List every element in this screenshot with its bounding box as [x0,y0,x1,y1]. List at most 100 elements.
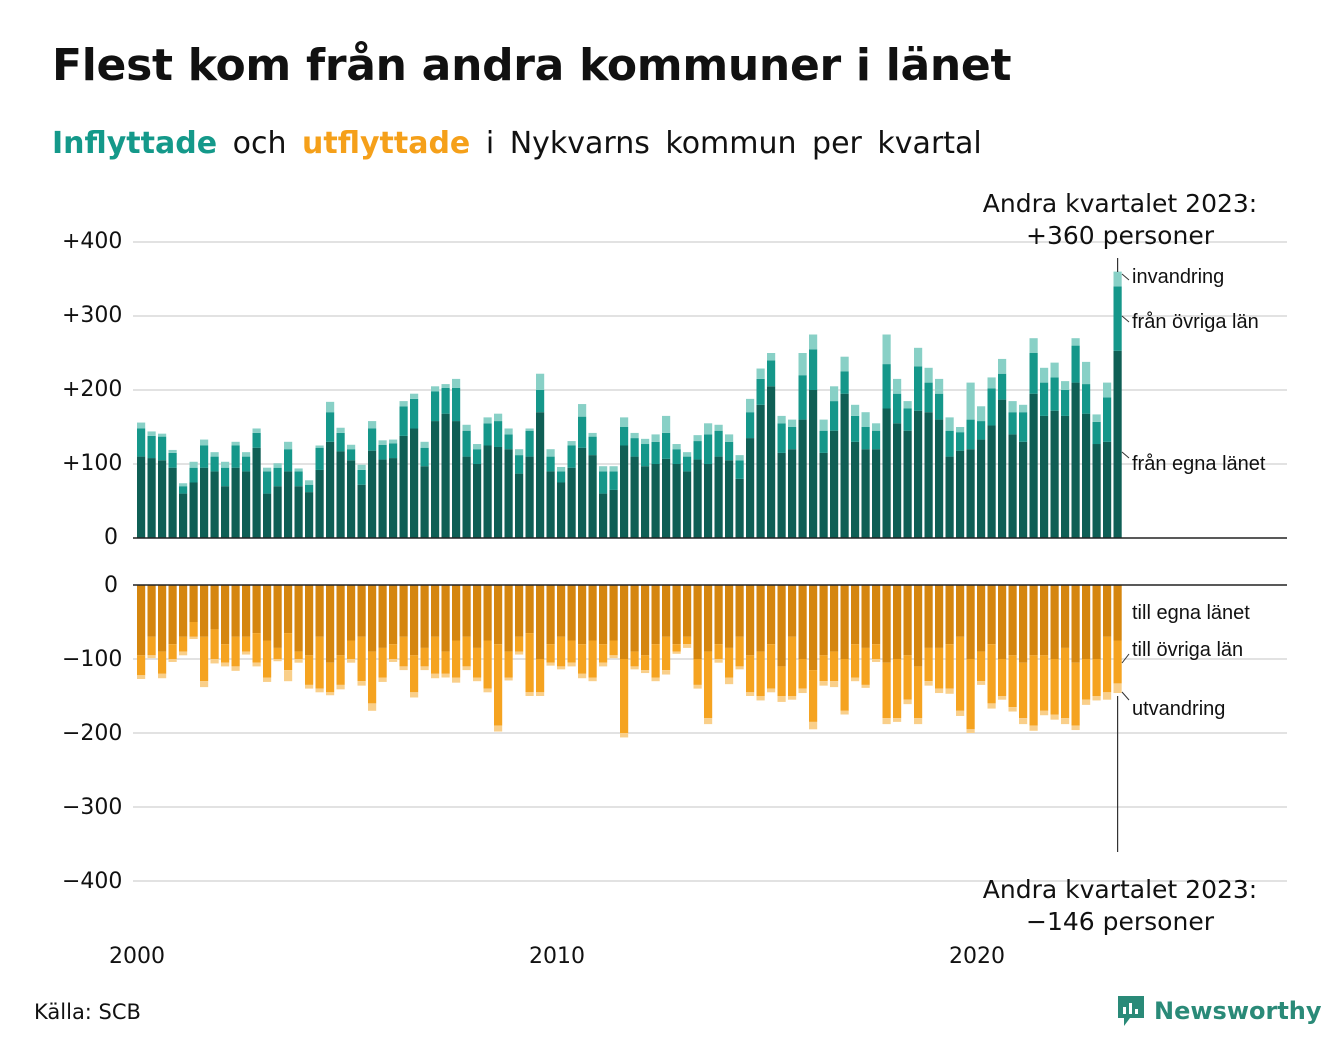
bar-out [1061,585,1070,648]
bar-in [819,452,828,538]
bar-out [788,696,797,700]
bar-out [641,585,650,656]
bar-in [935,419,944,538]
bar-in [735,455,744,461]
ytick-bottom-400: −400 [62,869,123,894]
bar-in [504,428,513,435]
bar-in [1050,377,1059,411]
bar-out [1061,718,1070,725]
bar-out [672,651,681,654]
bar-in [1113,350,1122,538]
bar-out [1008,655,1017,708]
bar-out [399,636,408,667]
bar-out [399,666,408,671]
bar-out [336,684,345,690]
bar-out [735,585,744,637]
bar-in [662,415,671,433]
bar-out [588,640,597,678]
xtick-2010: 2010 [529,944,585,969]
bar-out [305,585,314,656]
bar-in [578,416,587,448]
bar-out [546,644,555,663]
bar-out [683,636,692,645]
label-leader-utvandring [1121,691,1130,701]
bar-in [935,393,944,420]
bar-out [945,644,954,689]
bar-out [452,677,461,683]
bar-out [861,684,870,688]
bar-in [914,366,923,411]
label-fran-egna-lanet: från egna länet [1132,453,1266,475]
bar-out [861,647,870,685]
bar-in [1019,404,1028,413]
bar-out [609,655,618,659]
bar-in [819,430,828,453]
bar-out [263,677,272,682]
bar-out [378,585,387,648]
bar-in [903,401,912,409]
bar-in [494,446,503,538]
bar-in [431,386,440,392]
bar-in [326,412,335,442]
bar-in [410,398,419,429]
label-fran-ovriga-lan: från övriga län [1132,311,1259,333]
subtitle-utflyttade: utflyttade [302,126,471,161]
bar-out [1019,718,1028,725]
bar-in [399,435,408,538]
bar-in [368,450,377,538]
bar-out [1092,696,1101,701]
bar-out [945,585,954,645]
bar-out [977,681,986,685]
bar-out [147,585,156,637]
bar-in [473,449,482,464]
bar-out [326,662,335,693]
bar-out [515,651,524,655]
bar-in [399,401,408,407]
bar-in [326,401,335,413]
bar-out [977,585,986,652]
bar-out [525,692,534,696]
bar-out [966,659,975,730]
bar-out [273,585,282,648]
bar-in [735,460,744,479]
bar-in [746,412,755,439]
bar-out [473,677,482,682]
bar-out [1050,714,1059,720]
bar-in [609,471,618,490]
bar-out [1103,585,1112,637]
bar-out [179,585,188,637]
bar-in [315,445,324,448]
bar-in [1061,381,1070,390]
bar-out [798,688,807,694]
bar-out [809,670,818,722]
bar-in [1113,286,1122,351]
bar-in [473,444,482,450]
bar-in [945,417,954,431]
bar-in [935,378,944,394]
bar-out [347,640,356,659]
bar-out [777,666,786,696]
bar-out [273,647,282,659]
bar-out [1113,585,1122,641]
bar-out [966,729,975,733]
annotation-bottom-line1: Andra kvartalet 2023: [982,875,1258,904]
bar-in [168,467,177,538]
bar-out [872,644,881,659]
bar-out [1050,659,1059,715]
bar-out [893,718,902,722]
bar-out [788,636,797,696]
bar-out [777,696,786,702]
bar-in [441,384,450,388]
bar-out [1008,585,1017,656]
bar-in [903,430,912,538]
bar-in [1103,441,1112,538]
bar-in [557,482,566,538]
bar-out [431,673,440,679]
bar-out [147,655,156,659]
bar-in [483,423,492,446]
bar-in [672,464,681,538]
annotation-top-line1: Andra kvartalet 2023: [982,189,1258,218]
bar-in [452,387,461,422]
bar-in [1071,345,1080,383]
bar-out [546,585,555,645]
